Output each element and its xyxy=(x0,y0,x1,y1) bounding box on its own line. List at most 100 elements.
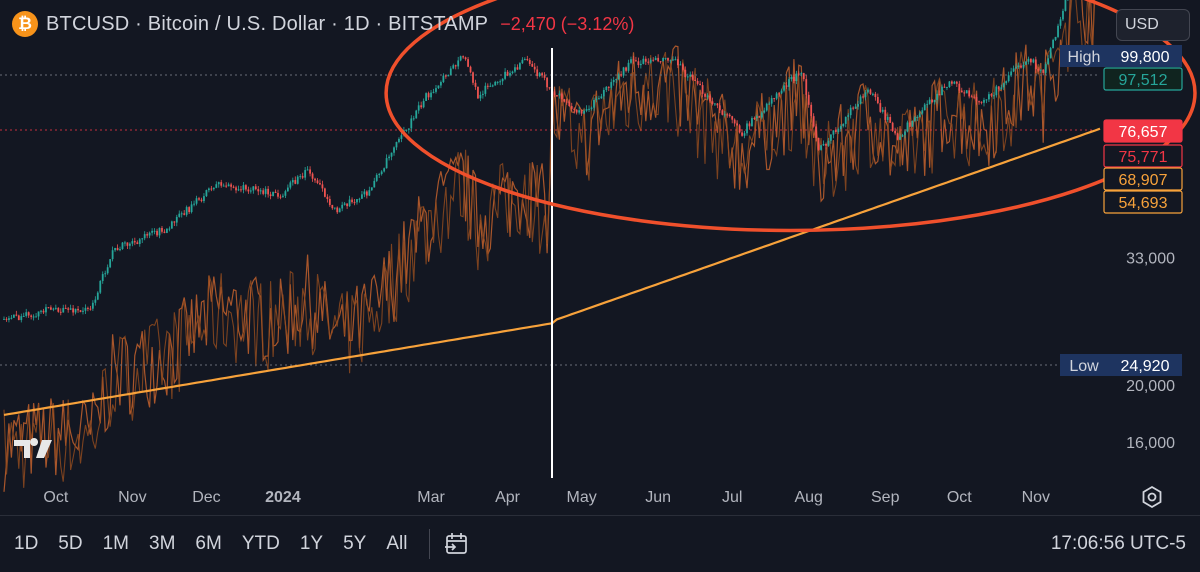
calendar-goto-icon[interactable] xyxy=(444,531,470,557)
candle-body xyxy=(992,95,995,97)
candle-body xyxy=(10,317,13,319)
x-tick-label: Jul xyxy=(722,489,742,506)
candle-body xyxy=(12,314,15,318)
range-all-button[interactable]: All xyxy=(386,533,408,554)
candle-body xyxy=(64,307,67,309)
range-buttons: 1D 5D 1M 3M 6M YTD 1Y 5Y All xyxy=(14,516,470,572)
candle-body xyxy=(753,118,756,120)
candle-body xyxy=(336,207,339,213)
settings-icon[interactable] xyxy=(1140,485,1164,509)
candle-body xyxy=(200,199,203,202)
candle-body xyxy=(817,137,820,150)
candle-body xyxy=(114,247,116,251)
candle-body xyxy=(805,79,808,95)
candle-body xyxy=(504,71,506,79)
candle-body xyxy=(365,191,368,196)
range-5d-button[interactable]: 5D xyxy=(58,533,83,554)
tradingview-logo-mark xyxy=(14,438,52,458)
candle-body xyxy=(375,174,378,181)
range-3m-button[interactable]: 3M xyxy=(149,533,176,554)
range-ytd-button[interactable]: YTD xyxy=(241,533,280,554)
candle-body xyxy=(363,191,366,195)
clock-readout[interactable]: 17:06:56 UTC-5 xyxy=(1050,533,1186,554)
candle-body xyxy=(400,135,403,139)
candle-body xyxy=(452,65,455,69)
candle-body xyxy=(291,180,294,183)
currency-select[interactable]: USD xyxy=(1116,9,1190,41)
candle-body xyxy=(166,228,168,233)
candle-body xyxy=(422,100,425,108)
candle-body xyxy=(106,267,109,274)
candle-body xyxy=(1037,69,1040,71)
candle-body xyxy=(440,82,442,86)
candle-body xyxy=(22,315,25,317)
candle-body xyxy=(15,314,18,316)
candle-body xyxy=(304,170,307,178)
candle-body xyxy=(121,242,124,250)
candle-body xyxy=(128,243,131,246)
candle-body xyxy=(489,85,492,87)
candle-body xyxy=(390,152,393,157)
candle-body xyxy=(830,134,832,141)
candle-body xyxy=(807,94,810,105)
candle-body xyxy=(395,142,398,148)
candle-body xyxy=(415,110,418,119)
candle-body xyxy=(960,90,963,93)
candle-body xyxy=(790,76,793,80)
candle-body xyxy=(267,188,270,195)
currency-label: USD xyxy=(1125,16,1159,33)
candle-body xyxy=(1025,61,1027,65)
candle-body xyxy=(136,242,139,244)
candle-body xyxy=(822,143,825,146)
candle-body xyxy=(410,118,413,129)
candle-body xyxy=(891,122,894,131)
candle-body xyxy=(486,85,489,87)
candle-body xyxy=(1049,48,1052,59)
candle-body xyxy=(1027,58,1030,62)
candle-body xyxy=(620,74,623,76)
candle-body xyxy=(230,184,232,187)
x-tick-label: Dec xyxy=(192,489,220,506)
candle-body xyxy=(516,67,519,70)
candle-body xyxy=(827,140,830,146)
candle-body xyxy=(1047,58,1050,65)
candle-body xyxy=(511,71,514,74)
candle-body xyxy=(119,249,121,251)
candle-body xyxy=(760,112,763,118)
candle-body xyxy=(711,101,714,105)
price-chart[interactable]: 16,00020,00033,00045,000OctNovDec2024Mar… xyxy=(0,0,1200,515)
candle-body xyxy=(146,234,149,236)
symbol-title[interactable]: BTCUSD · Bitcoin / U.S. Dollar · 1D · BI… xyxy=(46,12,489,35)
candle-body xyxy=(570,106,573,109)
range-1m-button[interactable]: 1M xyxy=(102,533,129,554)
candle-body xyxy=(17,315,20,321)
candle-body xyxy=(398,138,400,143)
candle-body xyxy=(50,307,52,310)
candle-body xyxy=(252,186,255,191)
candle-body xyxy=(563,99,566,102)
candle-body xyxy=(973,96,976,98)
candle-body xyxy=(575,109,578,113)
candle-body xyxy=(528,60,531,64)
candle-body xyxy=(869,89,872,94)
candle-body xyxy=(27,312,30,316)
range-1d-button[interactable]: 1D xyxy=(14,533,39,554)
range-5y-button[interactable]: 5Y xyxy=(343,533,367,554)
time-range-bar: 1D 5D 1M 3M 6M YTD 1Y 5Y All 17:06:56 UT… xyxy=(0,515,1200,571)
candle-body xyxy=(370,187,373,191)
candle-body xyxy=(299,176,302,178)
candle-body xyxy=(815,126,818,138)
candle-body xyxy=(909,122,911,127)
candle-body xyxy=(269,194,272,197)
candle-body xyxy=(834,130,837,132)
candle-body xyxy=(69,308,72,310)
candle-body xyxy=(326,196,329,199)
range-6m-button[interactable]: 6M xyxy=(195,533,222,554)
range-1y-button[interactable]: 1Y xyxy=(299,533,324,554)
candle-body xyxy=(104,273,107,275)
candle-body xyxy=(886,117,889,120)
price-label: 97,512 xyxy=(1119,72,1168,89)
chart-area[interactable]: 16,00020,00033,00045,000OctNovDec2024Mar… xyxy=(0,0,1200,515)
candle-body xyxy=(407,128,410,130)
candle-body xyxy=(472,72,474,83)
